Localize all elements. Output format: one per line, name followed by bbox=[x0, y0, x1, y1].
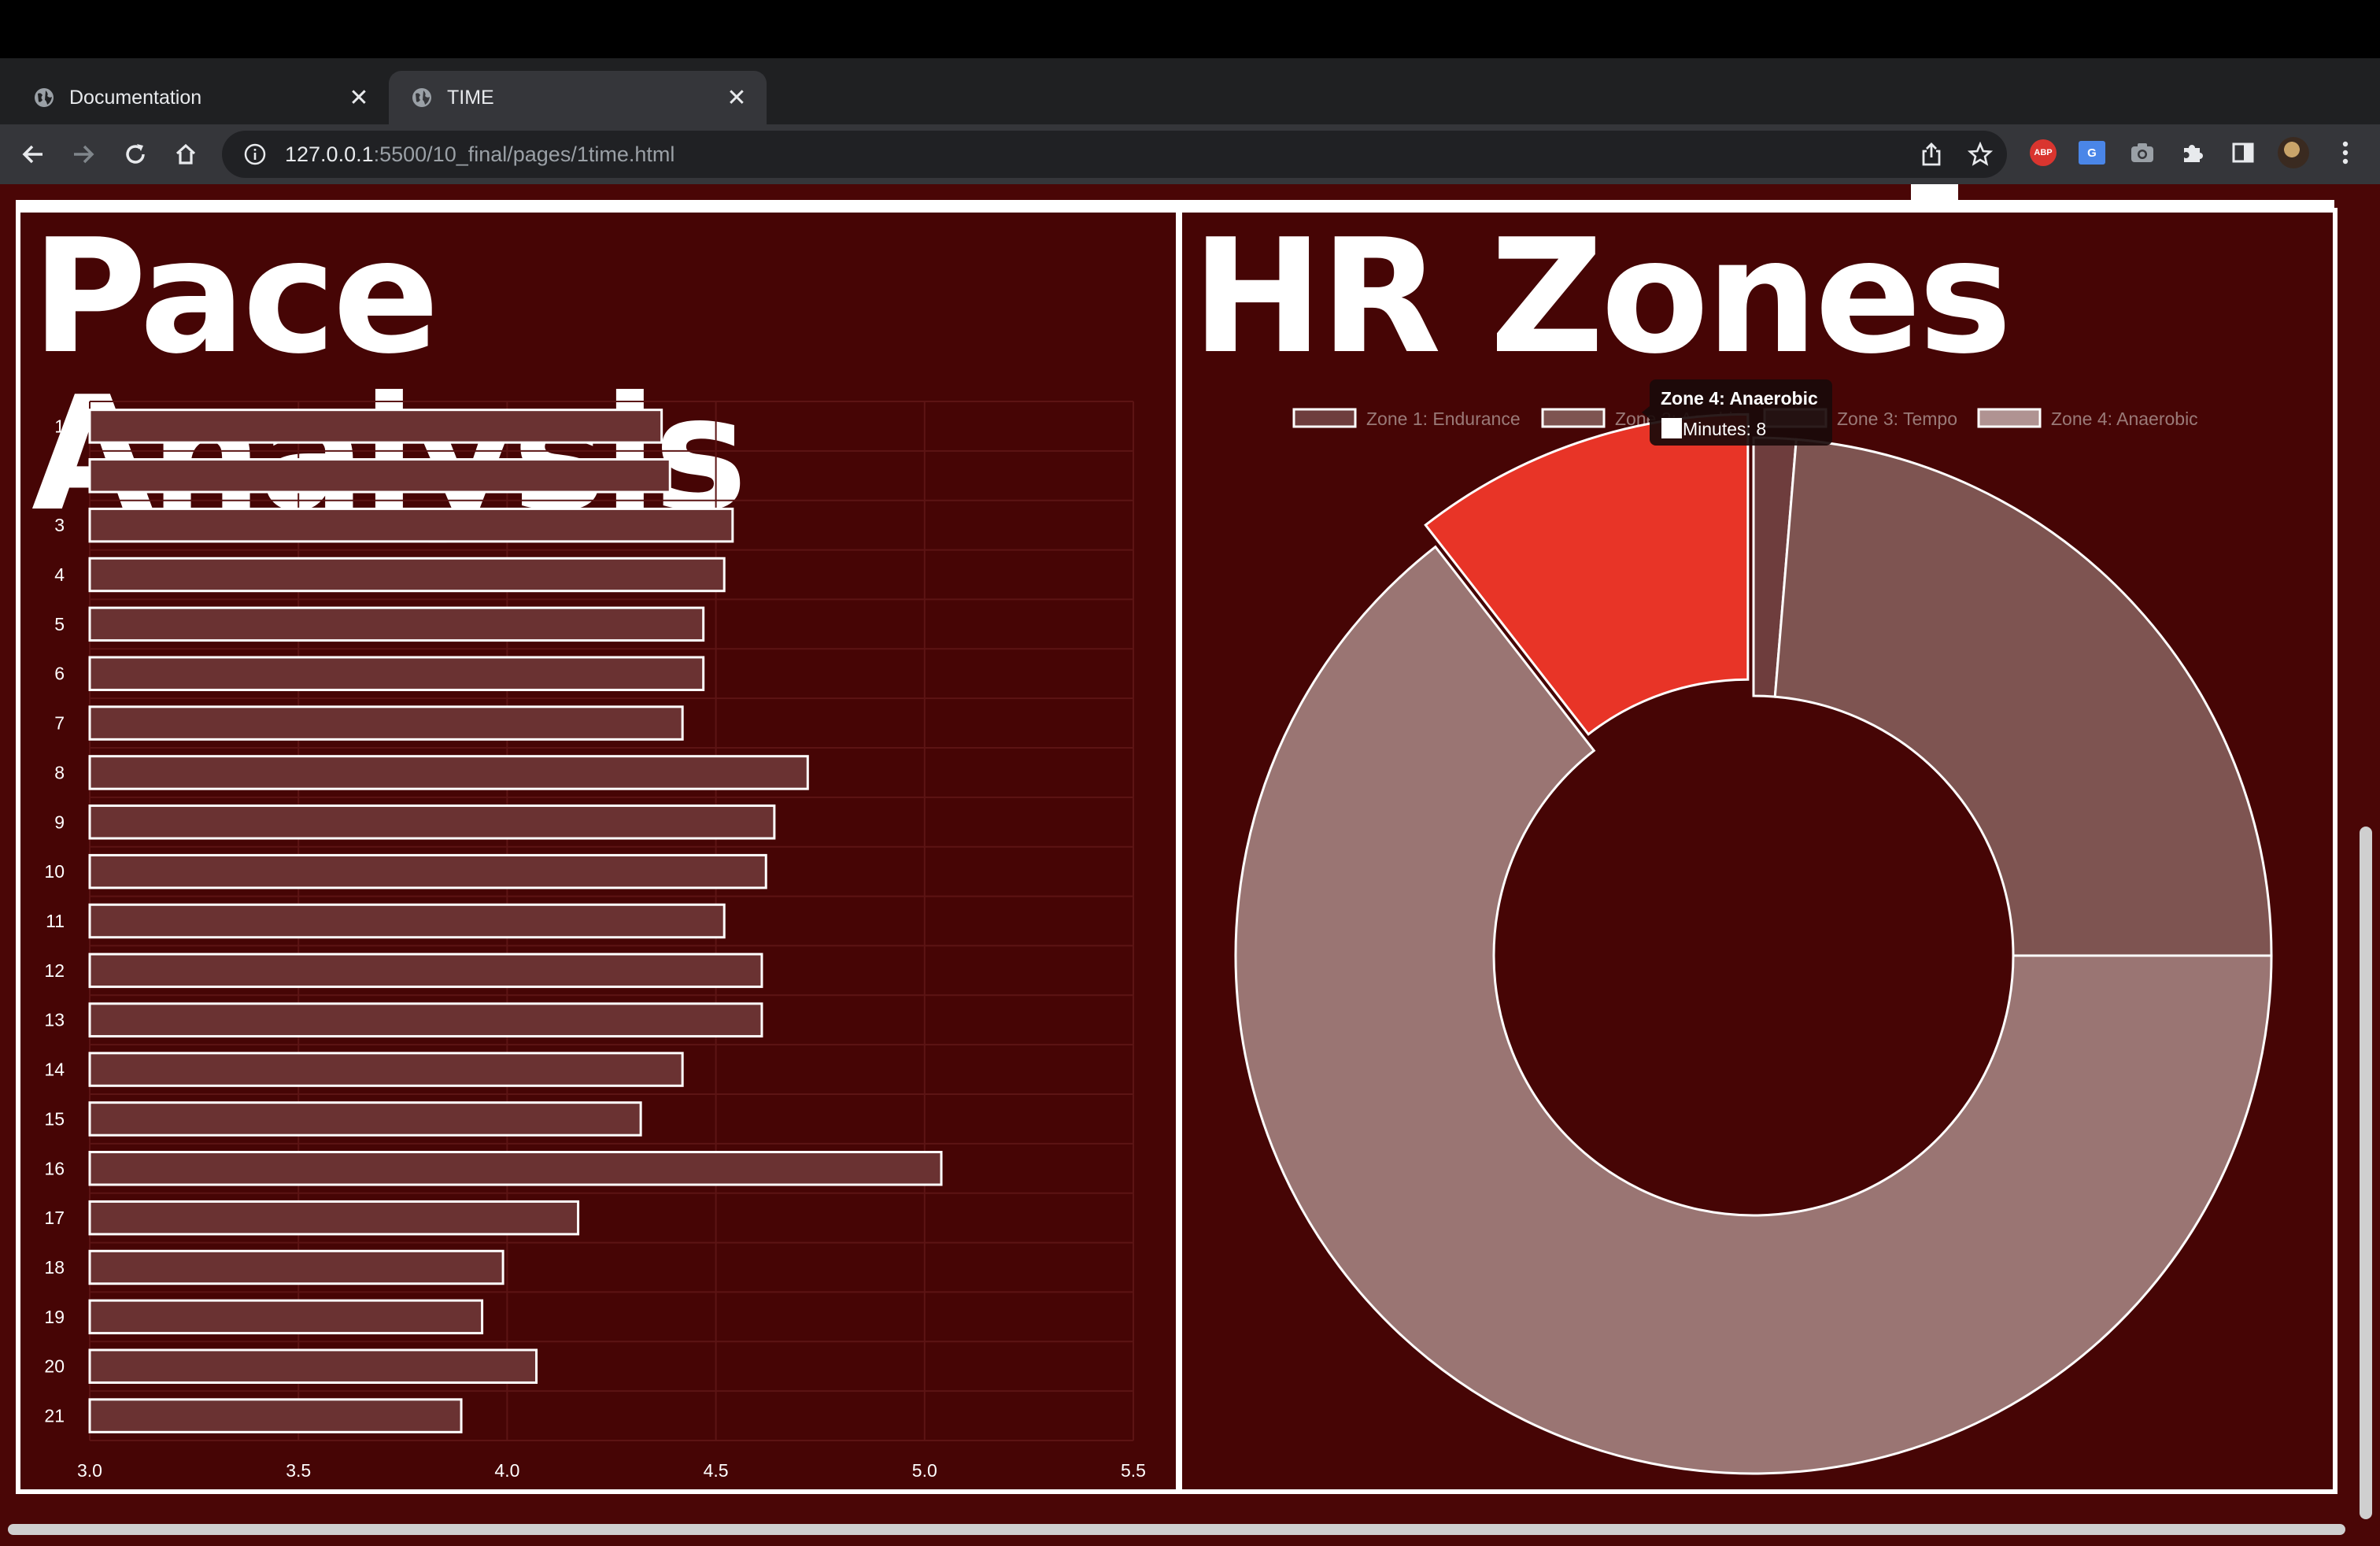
bar-13 bbox=[88, 1002, 763, 1037]
horizontal-scrollbar[interactable] bbox=[8, 1524, 2345, 1535]
y-tick-label: 15 bbox=[44, 1108, 65, 1129]
y-tick-label: 17 bbox=[44, 1208, 65, 1228]
address-bar[interactable]: 127.0.0.1:5500/10_final/pages/1time.html bbox=[222, 131, 2007, 178]
y-tick-label: 2 bbox=[54, 465, 65, 486]
translate-icon[interactable]: G bbox=[2076, 137, 2108, 168]
slice-3 bbox=[1234, 545, 2273, 1475]
y-tick-label: 6 bbox=[54, 664, 65, 684]
legend-item: Zone 4: Anaerobic bbox=[1977, 408, 2198, 429]
tooltip-box bbox=[1642, 379, 1832, 446]
tooltip-label: Minutes: 8 bbox=[1683, 419, 1766, 439]
y-tick-label: 18 bbox=[44, 1257, 65, 1278]
x-tick-label: 4.5 bbox=[704, 1460, 729, 1481]
y-tick-label: 8 bbox=[54, 762, 65, 782]
legend-label: Zone 1: Endurance bbox=[1366, 409, 1521, 429]
share-icon[interactable] bbox=[1916, 139, 1947, 170]
chart-tooltip: Zone 4: Anaerobic Minutes: 8 bbox=[1642, 379, 1832, 446]
bar-15 bbox=[88, 1101, 642, 1137]
pace-analysis-panel: Pace Analysis 3.0 3.5 4.0 4.5 5.0 5.5 1 2 3 4 5 6 7 8… bbox=[16, 208, 1181, 1494]
bar-4 bbox=[88, 557, 726, 593]
bar-10 bbox=[88, 853, 767, 890]
url-text[interactable]: 127.0.0.1:5500/10_final/pages/1time.html bbox=[285, 142, 675, 166]
y-tick-label: 3 bbox=[54, 515, 65, 535]
bar-16 bbox=[88, 1151, 943, 1186]
forward-icon[interactable] bbox=[68, 139, 99, 170]
vertical-scrollbar[interactable] bbox=[2360, 827, 2372, 1519]
close-tab-icon[interactable]: ✕ bbox=[349, 84, 369, 111]
tab-title: Documentation bbox=[69, 86, 202, 109]
y-tick-label: 10 bbox=[44, 861, 65, 882]
bar-12 bbox=[88, 952, 763, 989]
x-tick-label: 3.5 bbox=[286, 1460, 311, 1481]
y-tick-label: 4 bbox=[54, 564, 65, 585]
y-tick-label: 5 bbox=[54, 614, 65, 634]
legend-swatch bbox=[1292, 408, 1357, 428]
page-viewport: Pace Analysis 3.0 3.5 4.0 4.5 5.0 5.5 1 2 3 4 5 6 7 8… bbox=[0, 184, 2380, 1546]
legend-label: Zone 3: Tempo bbox=[1837, 409, 1957, 429]
menu-bar-area bbox=[0, 0, 2380, 58]
bar-3 bbox=[88, 507, 734, 543]
browser-toolbar: 127.0.0.1:5500/10_final/pages/1time.html… bbox=[0, 124, 2380, 184]
x-tick-label: 5.5 bbox=[1121, 1460, 1146, 1481]
y-tick-label: 16 bbox=[44, 1158, 65, 1178]
bar-21 bbox=[88, 1398, 463, 1433]
bar-8 bbox=[88, 755, 809, 790]
tab-strip: Documentation ✕ TIME ✕ + bbox=[0, 58, 2380, 167]
bar-19 bbox=[88, 1299, 484, 1335]
tab-title: TIME bbox=[447, 86, 494, 109]
bar-2 bbox=[88, 458, 671, 494]
bar-11 bbox=[88, 903, 726, 939]
menu-dots-icon[interactable] bbox=[2330, 137, 2361, 168]
extensions-puzzle-icon[interactable] bbox=[2177, 137, 2208, 168]
bar-6 bbox=[88, 656, 705, 691]
y-tick-label: 9 bbox=[54, 812, 65, 832]
back-icon[interactable] bbox=[17, 139, 49, 170]
tooltip-title: Zone 4: Anaerobic bbox=[1661, 388, 1818, 409]
legend-label: Zone 4: Anaerobic bbox=[2051, 409, 2198, 429]
x-tick-label: 5.0 bbox=[912, 1460, 937, 1481]
side-panel-icon[interactable] bbox=[2227, 137, 2259, 168]
reload-icon[interactable] bbox=[120, 139, 151, 170]
profile-avatar[interactable] bbox=[2278, 137, 2309, 168]
bookmark-star-icon[interactable] bbox=[1964, 139, 1996, 170]
y-tick-label: 12 bbox=[44, 960, 65, 981]
tab-time[interactable]: TIME ✕ bbox=[389, 71, 767, 124]
legend-item: Zone 1: Endurance bbox=[1292, 408, 1521, 429]
y-tick-label: 19 bbox=[44, 1307, 65, 1327]
bar-7 bbox=[88, 705, 684, 741]
bar-14 bbox=[88, 1052, 684, 1087]
bar-17 bbox=[88, 1200, 580, 1236]
legend-swatch bbox=[1541, 408, 1606, 428]
adblock-icon[interactable]: ABP bbox=[2027, 137, 2059, 168]
y-tick-label: 11 bbox=[46, 911, 65, 931]
bar-1 bbox=[88, 409, 663, 444]
bar-18 bbox=[88, 1249, 504, 1285]
divider bbox=[16, 200, 2334, 209]
tab-documentation[interactable]: Documentation ✕ bbox=[11, 71, 389, 124]
globe-icon bbox=[35, 88, 54, 107]
legend-swatch bbox=[1977, 408, 2042, 428]
pace-bar-chart: 3.0 3.5 4.0 4.5 5.0 5.51234567891011121314151… bbox=[44, 401, 1146, 1481]
home-icon[interactable] bbox=[170, 139, 201, 170]
bar-5 bbox=[88, 606, 705, 642]
y-tick-label: 20 bbox=[44, 1356, 65, 1377]
x-tick-label: 4.0 bbox=[494, 1460, 519, 1481]
y-tick-label: 1 bbox=[54, 416, 65, 436]
tooltip-swatch bbox=[1661, 418, 1682, 438]
y-tick-label: 21 bbox=[44, 1406, 65, 1426]
info-icon[interactable] bbox=[241, 140, 269, 168]
x-tick-label: 3.0 bbox=[77, 1460, 102, 1481]
bar-9 bbox=[88, 804, 776, 840]
slice-2 bbox=[1773, 438, 2273, 957]
bar-20 bbox=[88, 1348, 538, 1384]
y-tick-label: 13 bbox=[44, 1010, 65, 1030]
y-tick-label: 14 bbox=[44, 1060, 65, 1080]
y-tick-label: 7 bbox=[54, 713, 65, 734]
panel-title: HR Zones bbox=[1192, 205, 2012, 389]
camera-icon[interactable] bbox=[2127, 137, 2158, 168]
close-tab-icon[interactable]: ✕ bbox=[726, 84, 747, 111]
globe-icon bbox=[412, 88, 431, 107]
